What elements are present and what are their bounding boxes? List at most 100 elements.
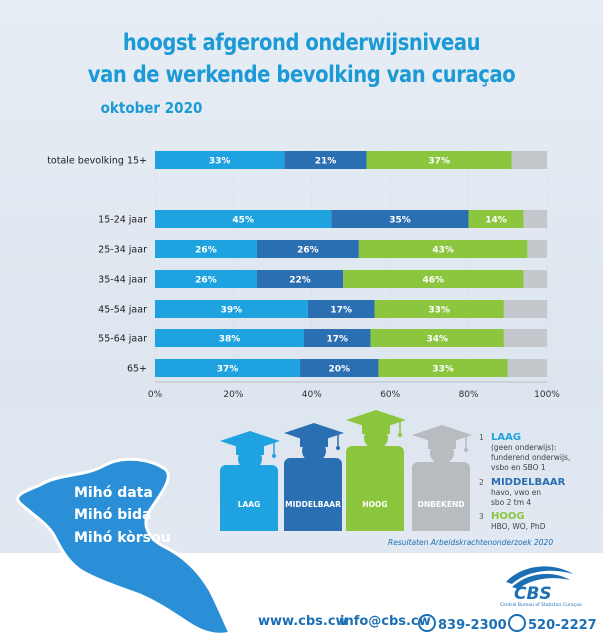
phone-1-number: 839-2300 bbox=[438, 618, 507, 633]
data-label: 33% bbox=[209, 157, 231, 167]
person-label: HOOG bbox=[362, 500, 388, 509]
phone-icon bbox=[418, 614, 436, 632]
data-label: 26% bbox=[195, 246, 217, 256]
bar-segment-onbekend bbox=[523, 270, 547, 288]
data-label: 34% bbox=[426, 335, 448, 345]
data-label: 38% bbox=[219, 335, 241, 345]
person-figure-hoog: HOOG bbox=[344, 410, 408, 531]
bar-segment-middelbaar bbox=[256, 240, 359, 258]
person-body: MIDDELBAAR bbox=[284, 458, 342, 531]
category-label: 25-34 jaar bbox=[98, 245, 147, 256]
data-label: 37% bbox=[428, 157, 450, 167]
curacao-island-shape bbox=[16, 457, 233, 636]
data-label: 33% bbox=[432, 365, 454, 375]
cbs-logo-text: CBS bbox=[514, 584, 552, 604]
bar-segment-hoog bbox=[358, 240, 528, 258]
legend-number: 1 bbox=[479, 433, 484, 442]
phone-2: 520-2227 bbox=[508, 614, 597, 633]
graduation-cap-icon bbox=[412, 425, 472, 464]
bar-segment-hoog bbox=[370, 329, 504, 347]
data-label: 43% bbox=[432, 246, 454, 256]
x-tick-label: 0% bbox=[148, 390, 163, 400]
legend-heading: HOOG bbox=[491, 511, 525, 522]
bar-segment-onbekend bbox=[507, 359, 547, 377]
data-label: 35% bbox=[389, 216, 411, 226]
bar-segment-hoog bbox=[366, 151, 512, 169]
legend-description: (geen onderwijs): bbox=[491, 443, 557, 452]
bar-segment-middelbaar bbox=[300, 359, 379, 377]
bar-segment-laag bbox=[155, 300, 308, 318]
legend-description: funderend onderwijs, bbox=[491, 453, 571, 462]
x-tick-label: 80% bbox=[459, 390, 479, 400]
data-label: 20% bbox=[328, 365, 350, 375]
bar-segment-onbekend bbox=[503, 329, 547, 347]
person-body: ONBEKEND bbox=[412, 462, 470, 531]
data-label: 33% bbox=[428, 306, 450, 316]
category-label: 35-44 jaar bbox=[98, 275, 147, 286]
legend-description: HBO, WO, PhD bbox=[491, 522, 546, 531]
category-label: totale bevolking 15+ bbox=[47, 156, 147, 167]
data-label: 17% bbox=[327, 335, 349, 345]
person-figure-onbekend: ONBEKEND bbox=[410, 425, 474, 531]
bar-segment-middelbaar bbox=[284, 151, 367, 169]
bar-segment-hoog bbox=[343, 270, 524, 288]
graduation-cap-icon bbox=[346, 410, 406, 449]
bar-segment-hoog bbox=[374, 300, 504, 318]
person-body: LAAG bbox=[220, 465, 278, 531]
website-link[interactable]: www.cbs.cw bbox=[258, 614, 348, 629]
bar-segment-laag bbox=[155, 210, 332, 228]
data-label: 46% bbox=[423, 276, 445, 286]
person-label: LAAG bbox=[237, 500, 261, 509]
cbs-logo-subtitle: Central Bureau of Statistics Curaçao bbox=[500, 603, 582, 608]
data-label: 22% bbox=[289, 276, 311, 286]
bar-segment-laag bbox=[155, 329, 304, 347]
data-label: 21% bbox=[315, 157, 337, 167]
slogan-line-2: Mihó bida bbox=[74, 507, 152, 523]
legend-number: 2 bbox=[479, 478, 484, 487]
bar-segment-onbekend bbox=[527, 240, 547, 258]
legend-item-hoog: 3 HOOG HBO, WO, PhD bbox=[479, 512, 545, 532]
category-label: 55-64 jaar bbox=[98, 334, 147, 345]
bar-segment-laag bbox=[155, 151, 285, 169]
legend-description: sbo 2 tm 4 bbox=[491, 498, 532, 507]
bar-segment-onbekend bbox=[503, 300, 547, 318]
chart-subtitle-date: oktober 2020 bbox=[100, 99, 203, 117]
bar-segment-middelbaar bbox=[303, 329, 371, 347]
x-tick-label: 60% bbox=[380, 390, 400, 400]
data-label: 26% bbox=[195, 276, 217, 286]
legend-item-laag: 1 LAAG (geen onderwijs): funderend onderwij… bbox=[479, 433, 570, 473]
person-figure-laag: LAAG bbox=[218, 431, 282, 531]
bar-segment-onbekend bbox=[511, 151, 547, 169]
legend-item-middelbaar: 2 MIDDELBAAR havo, vwo en sbo 2 tm 4 bbox=[479, 478, 565, 508]
stacked-bar-chart: 0% 20% 40% 60% 80% 100% totale bevolking 15+ 33… bbox=[47, 150, 560, 400]
data-label: 37% bbox=[217, 365, 239, 375]
person-figure-middelbaar: MIDDELBAAR bbox=[282, 423, 346, 531]
bar-segment-hoog bbox=[378, 359, 508, 377]
bar-segment-middelbaar bbox=[307, 300, 375, 318]
phone-1: 839-2300 bbox=[418, 614, 507, 633]
bar-segment-laag bbox=[155, 359, 301, 377]
phone-icon bbox=[508, 614, 526, 632]
slogan-line-1: Mihó data bbox=[74, 485, 153, 501]
data-label: 45% bbox=[232, 216, 254, 226]
category-label: 15-24 jaar bbox=[98, 215, 147, 226]
bar-segment-middelbaar bbox=[331, 210, 469, 228]
person-body: HOOG bbox=[346, 446, 404, 531]
legend-heading: LAAG bbox=[491, 432, 522, 443]
data-label: 26% bbox=[297, 246, 319, 256]
bar-segment-onbekend bbox=[523, 210, 547, 228]
chart-title-line2: van de werkende bevolking van curaçao bbox=[87, 62, 516, 88]
person-label: ONBEKEND bbox=[417, 500, 465, 509]
legend-description: vsbo en SBO 1 bbox=[491, 463, 546, 472]
person-label: MIDDELBAAR bbox=[285, 500, 341, 509]
category-label: 65+ bbox=[127, 364, 147, 375]
legend-description: havo, vwo en bbox=[491, 488, 542, 497]
slogan-line-3: Mihó kòrsou bbox=[74, 530, 171, 546]
graduation-cap-icon bbox=[284, 423, 344, 462]
data-label: 14% bbox=[485, 216, 507, 226]
x-tick-label: 20% bbox=[223, 390, 243, 400]
email-link[interactable]: info@cbs.cw bbox=[340, 614, 431, 629]
graduation-cap-icon bbox=[220, 431, 280, 470]
x-tick-label: 100% bbox=[534, 390, 560, 400]
legend-heading: MIDDELBAAR bbox=[491, 477, 566, 488]
